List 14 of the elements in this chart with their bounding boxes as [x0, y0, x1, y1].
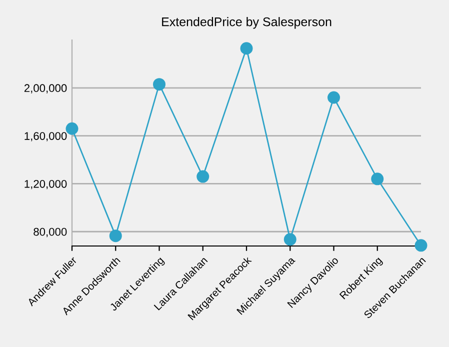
point — [414, 239, 428, 252]
point — [66, 122, 78, 135]
point — [371, 172, 384, 186]
point — [240, 42, 253, 55]
y-tick-label: 1,60,000 — [24, 132, 67, 142]
point — [196, 170, 210, 183]
chart-title: ExtendedPrice by Salesperson — [162, 17, 332, 29]
y-tick-label: 1,20,000 — [24, 180, 67, 190]
point — [284, 233, 296, 246]
y-tick-label: 80,000 — [34, 228, 67, 238]
point — [153, 78, 166, 91]
point — [328, 91, 340, 104]
point — [109, 230, 122, 242]
y-tick-label: 2,00,000 — [24, 84, 67, 94]
